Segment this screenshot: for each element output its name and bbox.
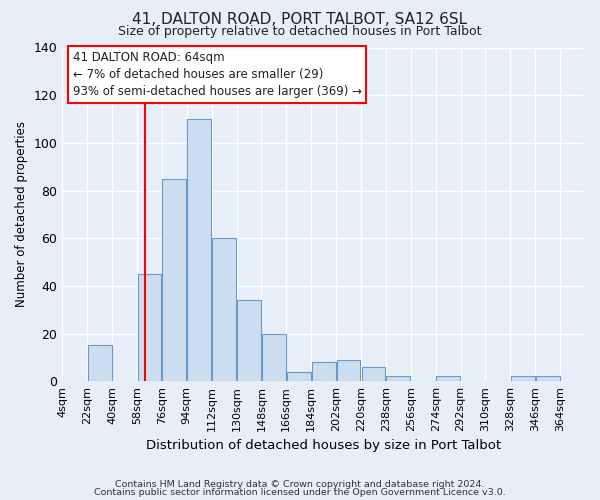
Bar bbox=[436, 376, 460, 381]
Text: 41 DALTON ROAD: 64sqm
← 7% of detached houses are smaller (29)
93% of semi-detac: 41 DALTON ROAD: 64sqm ← 7% of detached h… bbox=[73, 51, 362, 98]
Y-axis label: Number of detached properties: Number of detached properties bbox=[15, 122, 28, 308]
Bar bbox=[88, 346, 112, 381]
Bar bbox=[386, 376, 410, 381]
Text: Contains HM Land Registry data © Crown copyright and database right 2024.: Contains HM Land Registry data © Crown c… bbox=[115, 480, 485, 489]
Text: Size of property relative to detached houses in Port Talbot: Size of property relative to detached ho… bbox=[118, 25, 482, 38]
Bar bbox=[312, 362, 335, 381]
Bar bbox=[137, 274, 161, 381]
Bar bbox=[237, 300, 261, 381]
Bar bbox=[187, 119, 211, 381]
Bar bbox=[511, 376, 535, 381]
Bar bbox=[287, 372, 311, 381]
Text: Contains public sector information licensed under the Open Government Licence v3: Contains public sector information licen… bbox=[94, 488, 506, 497]
Text: 41, DALTON ROAD, PORT TALBOT, SA12 6SL: 41, DALTON ROAD, PORT TALBOT, SA12 6SL bbox=[133, 12, 467, 28]
Bar bbox=[337, 360, 361, 381]
Bar bbox=[163, 178, 186, 381]
Bar bbox=[536, 376, 560, 381]
Bar bbox=[362, 367, 385, 381]
Bar bbox=[212, 238, 236, 381]
X-axis label: Distribution of detached houses by size in Port Talbot: Distribution of detached houses by size … bbox=[146, 440, 501, 452]
Bar bbox=[262, 334, 286, 381]
